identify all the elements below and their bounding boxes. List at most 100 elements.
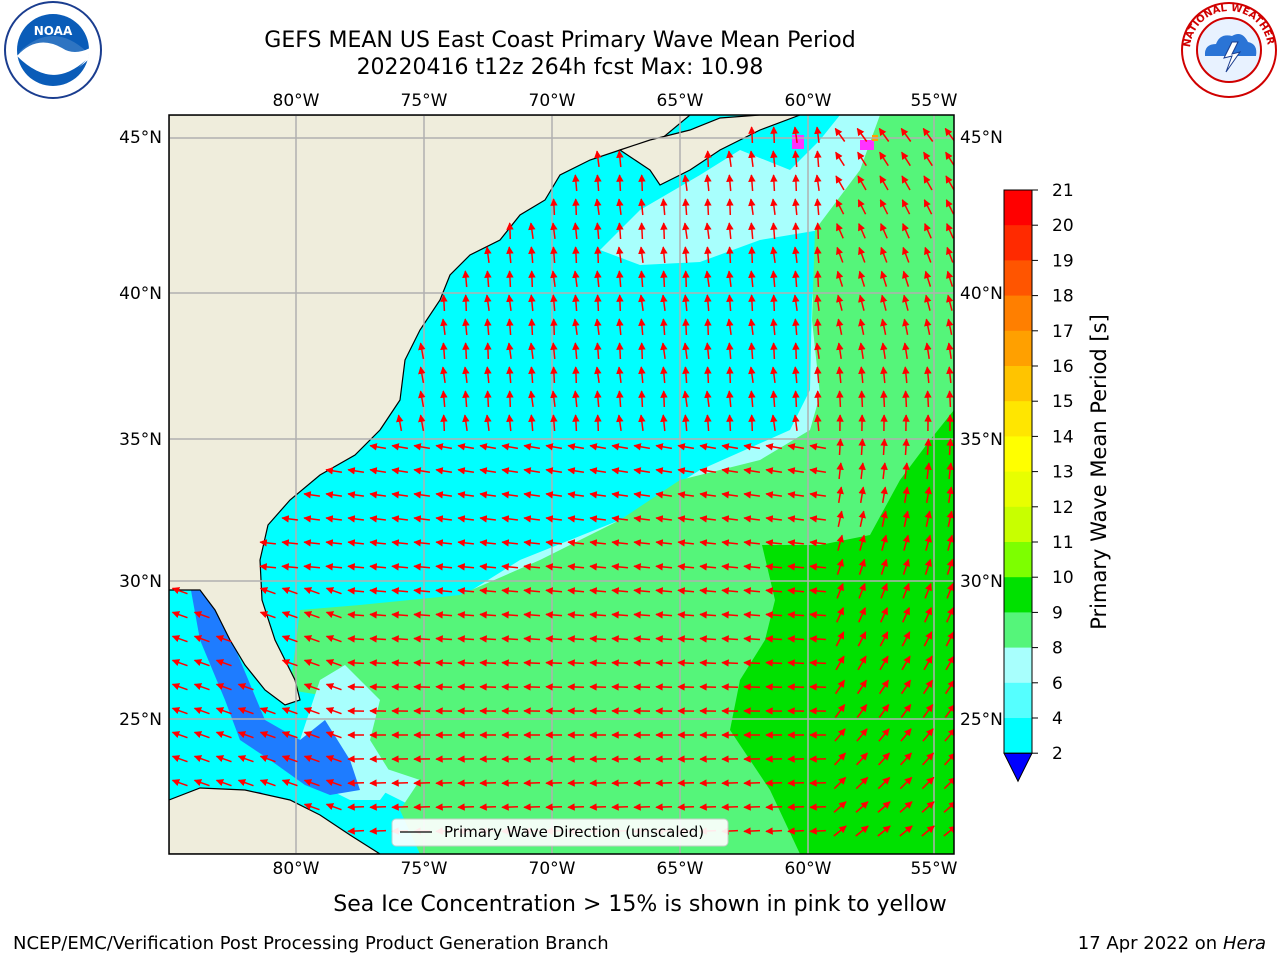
wave-direction-arrow [858,318,866,335]
wave-direction-arrow [259,611,276,619]
wave-direction-arrow [946,462,954,480]
wave-direction-arrow [814,342,822,360]
wave-direction-arrow [682,222,690,240]
wave-direction-arrow [901,631,911,647]
wave-direction-arrow [171,587,188,595]
wave-direction-arrow [638,414,646,431]
wave-direction-arrow [572,366,580,384]
wave-direction-arrow [699,563,717,571]
wave-direction-arrow [259,539,276,547]
wave-direction-arrow [193,755,210,763]
wave-direction-arrow [633,563,651,571]
wave-direction-arrow [946,510,954,527]
wave-direction-arrow [435,659,453,667]
wave-direction-arrow [545,611,563,619]
wave-direction-arrow [833,801,847,813]
wave-direction-arrow [655,611,673,619]
wave-direction-arrows [171,126,954,837]
wave-direction-arrow [699,611,717,619]
wave-direction-arrow [528,390,536,408]
wave-direction-arrow [682,414,690,432]
wave-direction-arrow [880,390,888,408]
wave-direction-arrow [809,635,827,643]
wave-direction-arrow [484,246,492,263]
colorbar-segment [1004,295,1032,332]
wave-direction-arrow [479,467,497,475]
wave-direction-arrow [457,635,475,643]
wave-direction-arrow [550,270,558,288]
wave-direction-arrow [594,198,602,216]
wave-direction-arrow [237,779,254,787]
wave-direction-arrow [396,414,404,432]
wave-direction-arrow [369,515,386,523]
wave-direction-arrow [567,587,585,595]
wave-direction-arrow [281,635,298,643]
wave-direction-arrow [655,515,672,523]
wave-direction-arrow [855,825,869,837]
wave-direction-arrow [677,563,695,571]
wave-direction-arrow [704,366,712,384]
wave-direction-arrow [523,443,541,451]
wave-direction-arrow [616,270,624,288]
wave-direction-arrow [902,558,910,575]
wave-direction-arrow [902,294,910,311]
wave-direction-arrow [616,198,624,215]
wave-direction-arrow [303,587,320,595]
wave-direction-arrow [792,270,800,288]
wave-direction-arrow [435,587,453,595]
wave-direction-arrow [413,587,431,595]
wave-direction-arrow [923,175,933,191]
wave-direction-arrow [943,801,954,813]
wave-direction-arrow [369,491,387,499]
wave-direction-arrow [721,563,739,571]
wave-direction-arrow [479,563,497,571]
colorbar-tick-label: 19 [1052,251,1074,271]
wave-direction-arrow [946,270,954,287]
wave-direction-arrow [633,587,651,595]
wave-direction-arrow [765,515,782,523]
wave-direction-arrow [856,752,868,766]
wave-direction-arrow [677,515,694,523]
wave-direction-arrow [391,803,409,811]
wave-direction-arrow [704,150,712,168]
wave-direction-arrow [748,198,756,216]
colorbar: 21 20 19 18 17 16 15 14 13 12 11 10 9 8 6 4 2 [1003,181,1074,783]
wave-direction-arrow [391,635,409,643]
wave-direction-arrow [809,467,827,475]
wave-direction-arrow [857,199,867,215]
wave-direction-arrow [550,246,558,264]
wave-direction-arrow [391,539,408,547]
wave-direction-arrow [704,246,712,264]
wave-direction-arrow [922,752,934,766]
wave-direction-arrow [215,659,232,667]
footer-organization: NCEP/EMC/Verification Post Processing Pr… [13,933,609,954]
wave-direction-arrow [523,563,541,571]
wave-direction-arrow [770,246,778,264]
wave-direction-arrow [435,467,453,475]
lon-tick-top: 60°W [785,91,832,111]
sea-ice-caption: Sea Ice Concentration > 15% is shown in … [333,892,947,917]
wave-direction-arrow [856,127,868,142]
wave-direction-arrow [325,659,342,667]
wave-direction-arrow [945,175,954,191]
wave-direction-arrow [523,515,540,523]
wave-direction-arrow [611,635,629,643]
wave-direction-arrow [655,803,673,811]
wave-direction-arrow [567,443,585,451]
wave-direction-arrow [809,443,827,451]
wave-direction-arrow [589,443,607,451]
wave-direction-arrow [325,491,343,499]
wave-direction-arrow [303,659,320,667]
wave-direction-arrow [900,752,912,766]
colorbar-tick-label: 15 [1052,392,1074,412]
wave-direction-arrow [462,270,470,288]
wave-direction-arrow [611,611,629,619]
wave-direction-arrow [638,198,646,216]
wave-direction-arrow [435,563,453,571]
map-frame [168,114,955,855]
wave-direction-arrow [721,443,739,451]
colorbar-label: Primary Wave Mean Period [s] [1087,314,1111,630]
wave-direction-arrow [946,607,954,623]
wave-direction-arrow [792,198,800,216]
wave-direction-arrow [435,491,453,499]
